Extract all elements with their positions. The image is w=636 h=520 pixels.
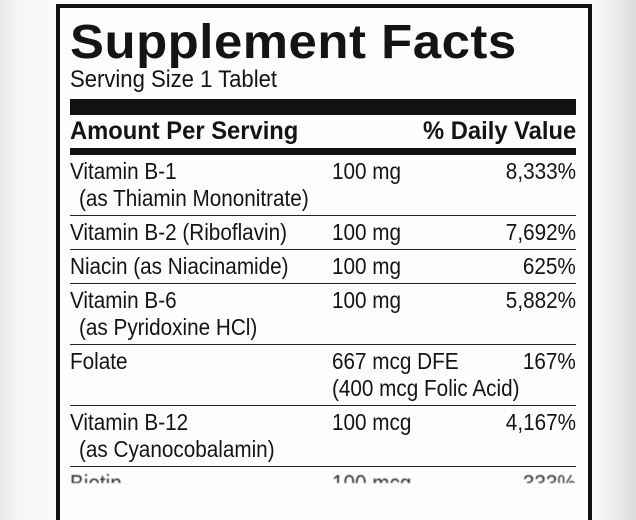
nutrient-row-niacin: Niacin (as Niacinamide) 100 mg 625% (70, 250, 576, 284)
nutrient-name: Vitamin B-6 (70, 287, 177, 313)
nutrient-source: (as Cyanocobalamin) (79, 436, 275, 462)
nutrient-daily-value: 4,167% (505, 409, 576, 435)
nutrient-daily-value: 7,692% (505, 219, 576, 245)
serving-size: Serving Size 1 Tablet (70, 66, 278, 93)
daily-value-header: % Daily Value (422, 117, 576, 145)
nutrient-amount: 100 mg (332, 158, 402, 184)
nutrient-name: Folate (70, 348, 128, 374)
nutrient-daily-value: 625% (523, 253, 576, 279)
nutrient-daily-value: 5,882% (505, 287, 576, 313)
thick-divider (70, 99, 576, 115)
nutrient-daily-value: 167% (523, 348, 576, 374)
amount-per-serving-header: Amount Per Serving (70, 117, 299, 145)
nutrient-name: Niacin (as Niacinamide) (70, 253, 289, 279)
nutrient-daily-value: 333% (523, 470, 576, 483)
nutrient-source: (as Thiamin Mononitrate) (79, 185, 309, 211)
nutrient-row-biotin-partial: Biotin 100 mcg 333% (70, 467, 576, 483)
nutrient-name: Vitamin B-1 (70, 158, 177, 184)
nutrient-amount: 100 mg (332, 253, 402, 279)
nutrient-name: Biotin (70, 470, 122, 483)
column-header: Amount Per Serving % Daily Value (70, 115, 576, 146)
nutrient-row-vitamin-b2: Vitamin B-2 (Riboflavin) 100 mg 7,692% (70, 216, 576, 250)
nutrient-row-vitamin-b1: Vitamin B-1 100 mg 8,333% (as Thiamin Mo… (70, 155, 576, 216)
nutrient-source: (as Pyridoxine HCl) (79, 314, 258, 340)
nutrient-name: Vitamin B-12 (70, 409, 189, 435)
nutrient-rows: Vitamin B-1 100 mg 8,333% (as Thiamin Mo… (70, 155, 576, 483)
nutrient-row-vitamin-b12: Vitamin B-12 100 mcg 4,167% (as Cyanocob… (70, 406, 576, 467)
nutrient-amount-detail: (400 mcg Folic Acid) (332, 375, 520, 401)
nutrient-amount: 100 mg (332, 219, 402, 245)
nutrient-row-vitamin-b6: Vitamin B-6 100 mg 5,882% (as Pyridoxine… (70, 284, 576, 345)
panel-title: Supplement Facts (70, 16, 517, 69)
supplement-facts-panel: Supplement Facts Serving Size 1 Tablet A… (56, 4, 592, 520)
nutrient-amount: 667 mcg DFE (332, 348, 459, 374)
medium-divider (70, 148, 576, 155)
nutrient-amount: 100 mg (332, 287, 402, 313)
nutrient-daily-value: 8,333% (505, 158, 576, 184)
nutrient-row-folate: Folate 667 mcg DFE 167% (400 mcg Folic A… (70, 345, 576, 406)
nutrient-name: Vitamin B-2 (Riboflavin) (70, 219, 288, 245)
nutrient-amount: 100 mcg (332, 409, 412, 435)
nutrient-amount: 100 mcg (332, 470, 412, 483)
